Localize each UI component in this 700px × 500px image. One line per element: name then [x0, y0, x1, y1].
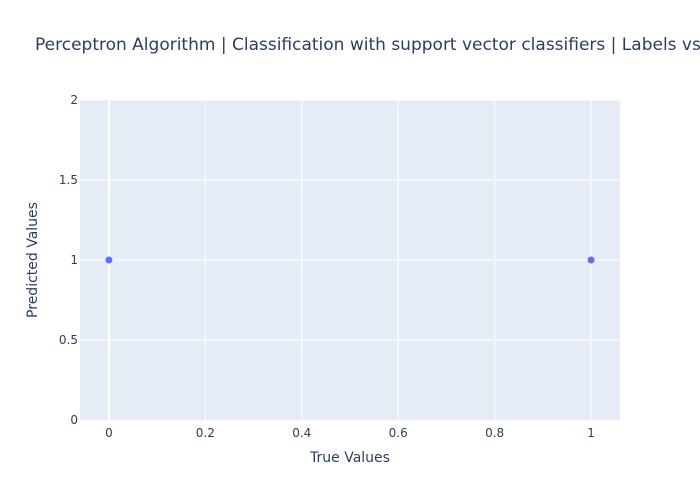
data-point [105, 256, 113, 264]
x-tick-label: 0.8 [485, 426, 504, 440]
y-tick-label: 0 [70, 413, 78, 427]
x-tick-label: 0 [105, 426, 113, 440]
chart-title: Perceptron Algorithm | Classification wi… [35, 35, 700, 55]
y-tick-label: 1 [70, 253, 78, 267]
x-tick-label: 0.4 [292, 426, 311, 440]
x-tick-label: 1 [587, 426, 595, 440]
data-point [587, 256, 595, 264]
y-axis-title: Predicted Values [25, 202, 41, 318]
y-tick-label: 1.5 [59, 173, 78, 187]
x-axis-title: True Values [309, 450, 390, 466]
y-tick-label: 2 [70, 93, 78, 107]
y-tick-label: 0.5 [59, 333, 78, 347]
x-tick-label: 0.6 [389, 426, 408, 440]
x-tick-label: 0.2 [196, 426, 215, 440]
data-points [105, 256, 595, 264]
tick-labels: 0 0.2 0.4 0.6 0.8 1 0 0.5 1 1.5 2 [59, 93, 595, 440]
grid-lines [80, 99, 620, 420]
